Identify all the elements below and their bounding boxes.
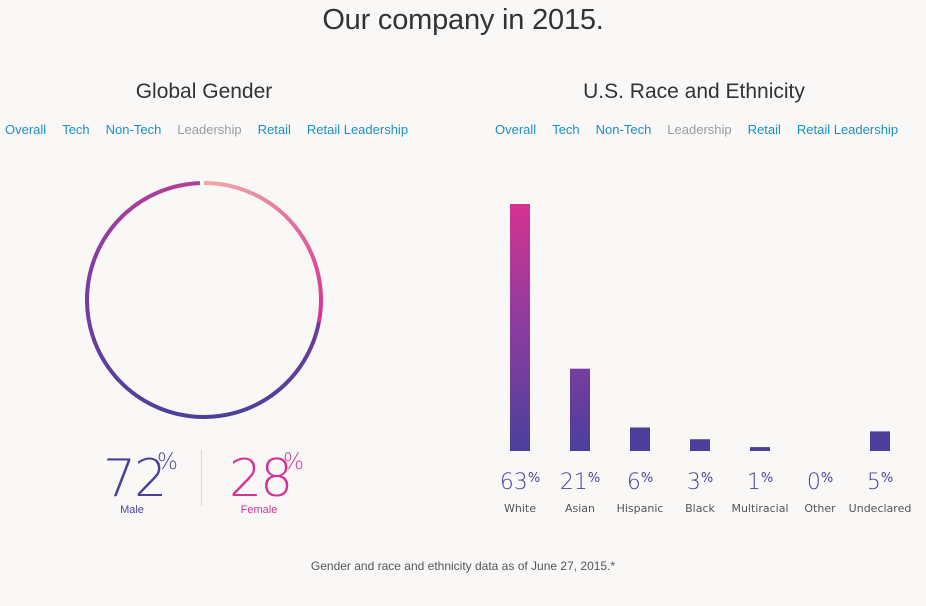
female-percent-symbol: %	[283, 450, 304, 475]
footnote: Gender and race and ethnicity data as of…	[310, 559, 616, 573]
category-label-multiracial: Multiracial	[731, 502, 788, 515]
race-tabs: Overall Tech Non-Tech Leadership Retail Retai…	[495, 122, 914, 137]
female-percent-value: 28	[229, 449, 293, 509]
category-label-other: Other	[804, 502, 836, 515]
gender-section-title: Global Gender	[135, 80, 273, 103]
value-label-undeclared: 5%	[867, 470, 893, 495]
gender-tab-overall[interactable]: Overall	[5, 122, 47, 137]
bar-multiracial	[750, 447, 770, 451]
female-arc	[203, 181, 323, 323]
category-label-black: Black	[685, 502, 715, 515]
gender-divider	[201, 450, 202, 506]
race-section-title: U.S. Race and Ethnicity	[583, 80, 805, 103]
value-label-white: 63%	[500, 470, 540, 495]
race-tab-overall[interactable]: Overall	[495, 122, 537, 137]
race-tab-tech[interactable]: Tech	[552, 122, 580, 137]
bar-black	[690, 439, 710, 451]
female-label: Female	[240, 504, 278, 516]
race-tab-non-tech[interactable]: Non-Tech	[595, 122, 652, 137]
gender-tab-non-tech[interactable]: Non-Tech	[105, 122, 162, 137]
category-label-white: White	[504, 502, 536, 515]
gender-tab-retail[interactable]: Retail	[257, 122, 291, 137]
category-label-asian: Asian	[565, 502, 595, 515]
race-tab-leadership: Leadership	[667, 122, 732, 137]
gender-tab-tech[interactable]: Tech	[62, 122, 90, 137]
race-tab-retail-leadership[interactable]: Retail Leadership	[796, 122, 899, 137]
male-label: Male	[120, 504, 144, 516]
gender-tab-retail-leadership[interactable]: Retail Leadership	[306, 122, 409, 137]
category-label-undeclared: Undeclared	[849, 502, 912, 515]
value-label-black: 3%	[687, 470, 713, 495]
value-label-multiracial: 1%	[747, 470, 773, 495]
male-percent-symbol: %	[157, 450, 178, 475]
bar-asian	[570, 368, 590, 451]
gender-tabs: Overall Tech Non-Tech Leadership Retail Retai…	[5, 122, 424, 137]
bar-hispanic	[630, 427, 650, 451]
value-label-asian: 21%	[560, 470, 600, 495]
bar-undeclared	[870, 431, 890, 451]
category-label-hispanic: Hispanic	[617, 502, 664, 515]
male-percent-value: 72	[103, 449, 167, 509]
page-title: Our company in 2015.	[322, 4, 604, 36]
gender-tab-leadership: Leadership	[177, 122, 242, 137]
race-tab-retail[interactable]: Retail	[747, 122, 781, 137]
male-arc	[85, 181, 321, 419]
value-label-other: 0%	[807, 470, 833, 495]
value-label-hispanic: 6%	[627, 470, 653, 495]
bar-white	[510, 204, 530, 451]
